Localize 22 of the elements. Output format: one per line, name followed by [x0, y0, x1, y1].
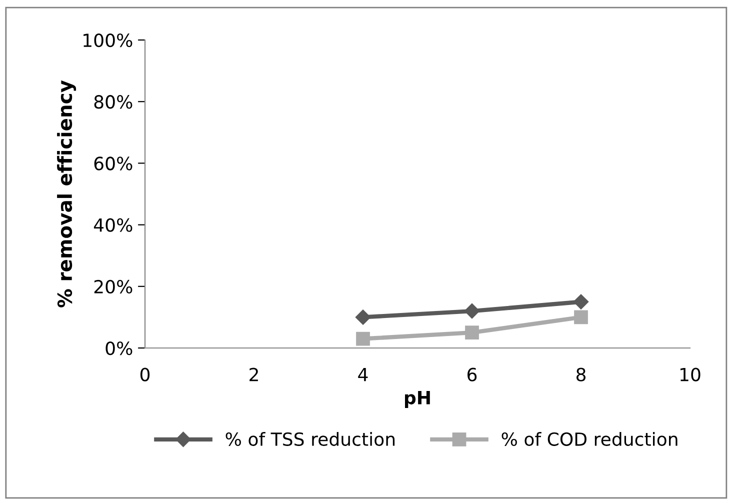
- y-tick-label: 20%: [94, 280, 132, 294]
- x-tick-label: 8: [576, 368, 586, 382]
- x-tick-label: 0: [140, 368, 150, 382]
- point: [355, 310, 371, 325]
- y-tick-label: 100%: [84, 33, 132, 48]
- point: [465, 326, 479, 340]
- point: [356, 332, 370, 346]
- y-axis-title: % removal efficiency: [57, 80, 76, 308]
- x-tick-label: 10: [680, 368, 700, 382]
- legend-label: % of TSS reduction: [226, 432, 395, 446]
- legend-label: % of COD reduction: [502, 432, 678, 446]
- x-axis-title: pH: [405, 391, 430, 408]
- point: [573, 294, 589, 310]
- x-tick-label: 2: [250, 368, 258, 382]
- y-tick-label: 40%: [94, 218, 132, 232]
- y-tick-label: 0%: [106, 341, 132, 356]
- point: [464, 303, 480, 319]
- point: [574, 310, 588, 324]
- x-tick-label: 6: [468, 368, 477, 382]
- y-tick-label: 80%: [94, 95, 132, 109]
- y-tick-label: 60%: [94, 156, 132, 170]
- x-tick-label: 4: [358, 368, 368, 382]
